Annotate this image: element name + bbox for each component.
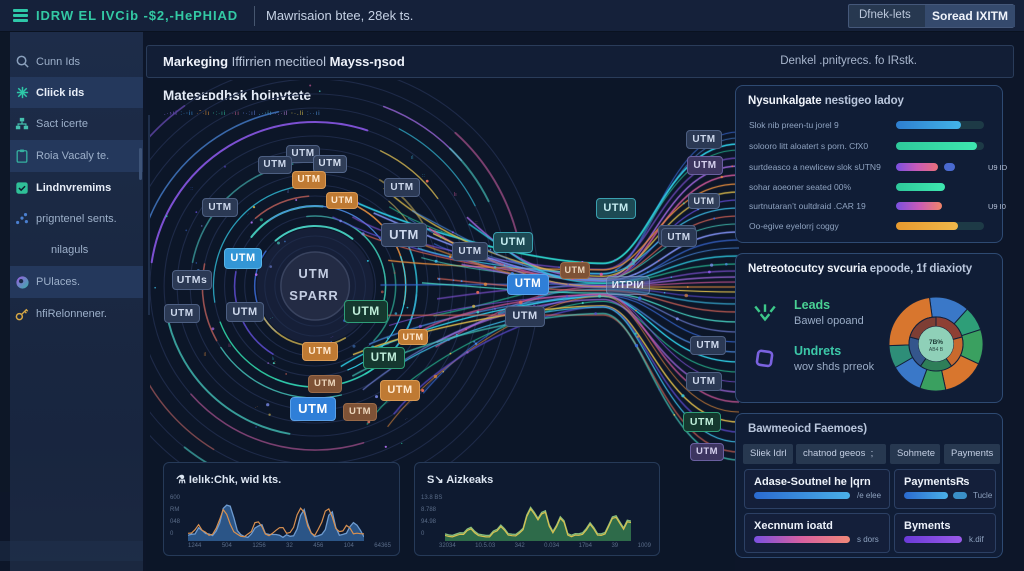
svg-text:::: :: — [387, 341, 389, 346]
svg-text:ıl: ıl — [203, 352, 206, 358]
svg-text:::: :: — [475, 220, 477, 225]
svg-text:lı: lı — [454, 192, 457, 198]
svg-text:.·: .· — [405, 416, 408, 422]
svg-text:::: :: — [274, 360, 276, 365]
svg-text:.·: .· — [270, 315, 274, 321]
svg-text:.·: .· — [397, 210, 400, 215]
svg-text:7B%: 7B% — [929, 339, 943, 346]
svg-text:il: il — [434, 229, 436, 234]
svg-text:::: :: — [440, 262, 443, 268]
svg-text:lı: lı — [229, 343, 231, 348]
svg-text:ii: ii — [394, 270, 396, 275]
svg-text:::: :: — [422, 173, 426, 179]
svg-text:.·: .· — [255, 404, 259, 410]
svg-text:ıl: ıl — [411, 155, 414, 161]
svg-text:AB4 B: AB4 B — [929, 347, 944, 353]
svg-text:lı: lı — [272, 356, 274, 361]
svg-text:::: :: — [190, 186, 193, 192]
svg-text:.·: .· — [247, 211, 250, 216]
svg-text:.·: .· — [330, 334, 334, 340]
svg-text:il: il — [287, 189, 289, 194]
